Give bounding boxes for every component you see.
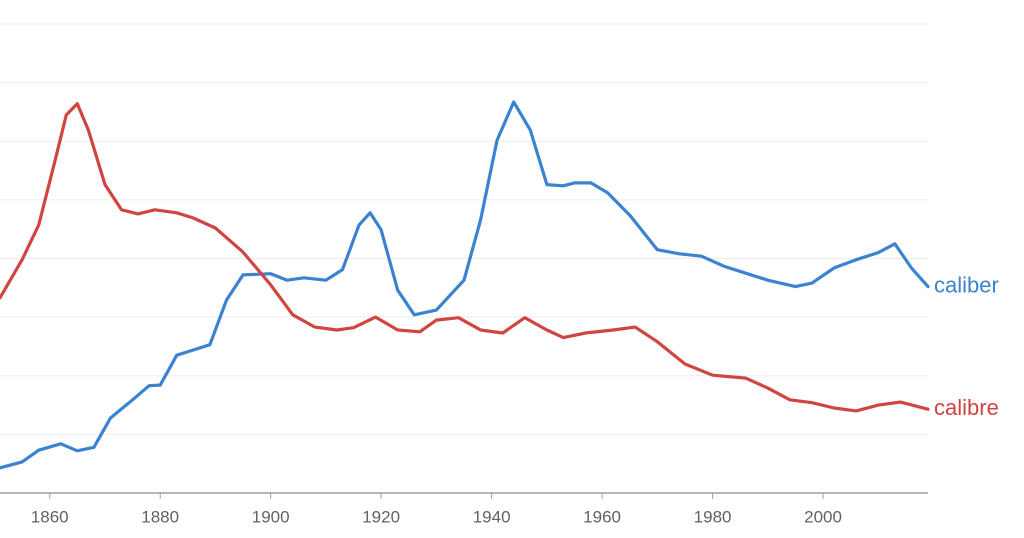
x-tick-label: 1860 bbox=[31, 507, 69, 526]
x-tick-label: 1980 bbox=[694, 507, 732, 526]
x-tick-label: 1900 bbox=[252, 507, 290, 526]
x-tick-label: 1940 bbox=[473, 507, 511, 526]
x-tick-label: 1960 bbox=[583, 507, 621, 526]
series-label: caliber bbox=[934, 272, 999, 297]
x-tick-label: 1880 bbox=[141, 507, 179, 526]
series-line bbox=[0, 102, 930, 413]
series-line bbox=[0, 100, 930, 470]
x-tick-label: 1920 bbox=[362, 507, 400, 526]
series-label: calibre bbox=[934, 395, 999, 420]
x-tick-label: 2000 bbox=[804, 507, 842, 526]
